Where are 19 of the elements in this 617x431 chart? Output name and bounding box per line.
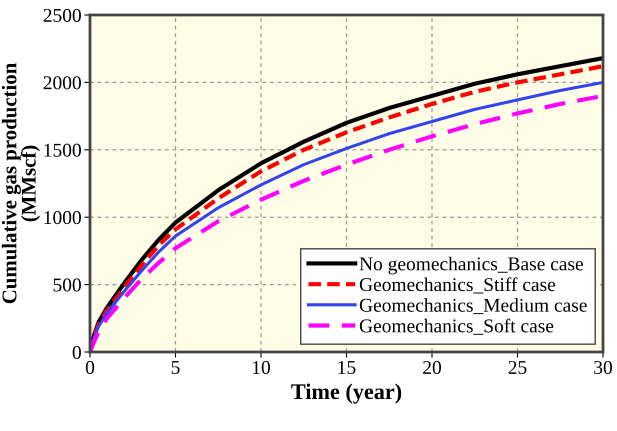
x-axis-title: Time (year) (291, 384, 402, 404)
legend-label: Geomechanics_Stiff case (360, 277, 556, 294)
legend-label: Geomechanics_Soft case (360, 318, 554, 335)
y-tick-label: 1000 (44, 211, 81, 224)
x-tick-label: 0 (86, 360, 94, 374)
y-tick-label: 2500 (44, 8, 81, 22)
y-axis-title: Cumulative gas production (MMscf) (2, 63, 40, 304)
x-tick-label: 30 (594, 360, 612, 374)
y-tick-label: 0 (72, 346, 81, 359)
x-tick-label: 20 (423, 360, 441, 374)
y-tick-label: 500 (54, 278, 81, 292)
x-tick-label: 10 (252, 360, 270, 374)
y-tick-label: 2000 (44, 76, 81, 90)
legend-label: No geomechanics_Base case (360, 256, 583, 274)
x-tick-label: 25 (508, 360, 526, 374)
legend-label: Geomechanics_Medium case (360, 298, 587, 314)
x-tick-label: 5 (172, 361, 180, 374)
y-tick-label: 1500 (44, 144, 81, 157)
x-tick-label: 15 (338, 360, 356, 374)
